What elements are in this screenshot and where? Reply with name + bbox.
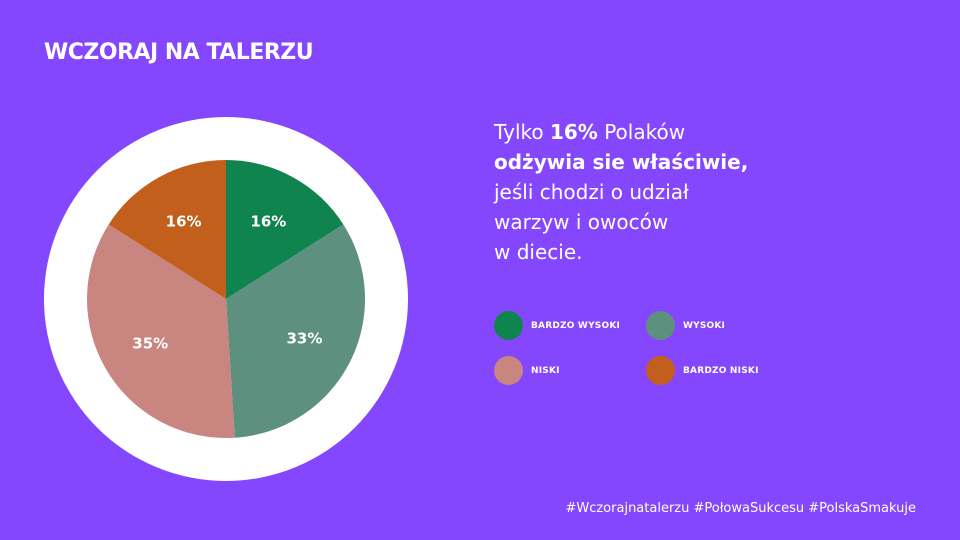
legend-swatch-wysoki [646, 311, 675, 340]
pie-label-bardzo-wysoki: 16% [250, 212, 286, 230]
pie-slice-bardzo-niski [108, 160, 226, 299]
headline-line-3: jeśli chodzi o udział [494, 180, 689, 204]
pie-chart-svg: 16% 33% 35% 16% [44, 117, 408, 481]
pie-chart: 16% 33% 35% 16% [44, 117, 408, 481]
legend-label-bardzo-niski: BARDZO NISKI [683, 365, 759, 376]
headline-line-4: warzyw i owoców [494, 210, 669, 234]
pie-label-niski: 35% [132, 334, 168, 352]
pie-label-bardzo-niski: 16% [166, 212, 202, 230]
legend-swatch-niski [494, 356, 523, 385]
headline-line-1: Tylko 16% Polaków [494, 117, 814, 147]
headline-percent: 16% [549, 120, 598, 144]
headline-line-5: w diecie. [494, 240, 583, 264]
legend-item-bardzo-wysoki: BARDZO WYSOKI [494, 311, 620, 340]
chart-legend: BARDZO WYSOKI WYSOKI NISKI BARDZO NISKI [494, 311, 794, 391]
legend-label-wysoki: WYSOKI [683, 320, 726, 331]
headline-line-1-pre: Tylko [494, 120, 550, 144]
headline-emphasis: odżywia sie właściwie, [494, 150, 749, 174]
headline-text: Tylko 16% Polaków odżywia sie właściwie,… [494, 117, 814, 267]
legend-label-bardzo-wysoki: BARDZO WYSOKI [531, 320, 621, 331]
legend-swatch-bardzo-wysoki [494, 311, 523, 340]
legend-item-bardzo-niski: BARDZO NISKI [646, 356, 759, 385]
headline-line-2: odżywia sie właściwie, [494, 147, 814, 177]
legend-label-niski: NISKI [531, 365, 560, 376]
pie-slice-wysoki [226, 224, 366, 438]
headline-line-1-post: Polaków [597, 120, 686, 144]
pie-label-wysoki: 33% [286, 329, 322, 347]
page-title: WCZORAJ NA TALERZU [44, 40, 314, 65]
hashtags: #Wczorajnatalerzu #PołowaSukcesu #Polska… [565, 501, 916, 516]
pie-slice-niski [86, 224, 235, 439]
legend-item-wysoki: WYSOKI [646, 311, 725, 340]
pie-slice-bardzo-wysoki [226, 160, 344, 299]
legend-item-niski: NISKI [494, 356, 560, 385]
legend-swatch-bardzo-niski [646, 356, 675, 385]
